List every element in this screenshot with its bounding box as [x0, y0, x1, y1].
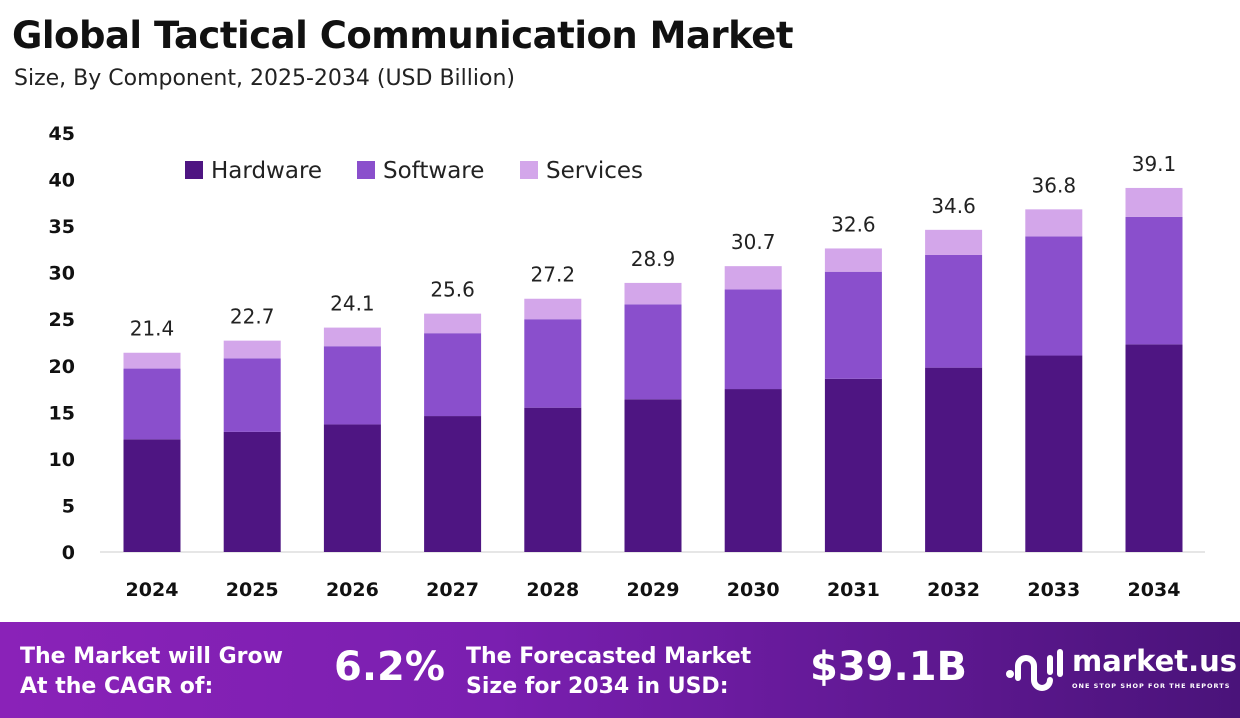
y-tick-label: 45: [49, 123, 75, 145]
x-tick-label: 2024: [126, 579, 179, 601]
x-tick-label: 2026: [326, 579, 379, 601]
logo-name: market.us: [1072, 644, 1238, 678]
bar-segment-hardware: [1025, 355, 1083, 552]
logo-tagline: ONE STOP SHOP FOR THE REPORTS: [1072, 682, 1231, 690]
x-tick-label: 2030: [727, 579, 780, 601]
total-label: 39.1: [1132, 152, 1177, 176]
total-label: 21.4: [130, 317, 175, 341]
y-tick-label: 25: [49, 309, 75, 331]
bar-segment-services: [223, 340, 281, 359]
total-label: 36.8: [1032, 173, 1077, 197]
bar-segment-software: [724, 289, 782, 390]
legend-swatch-software: [357, 161, 375, 179]
y-tick-label: 15: [49, 402, 75, 424]
bar-segment-hardware: [223, 431, 281, 552]
bar-segment-services: [123, 352, 181, 369]
bar-segment-hardware: [824, 378, 882, 552]
bar-segment-hardware: [624, 399, 682, 552]
total-label: 22.7: [230, 305, 275, 329]
bar-segment-hardware: [123, 439, 181, 552]
legend-label: Hardware: [211, 158, 322, 184]
y-tick-label: 30: [49, 263, 75, 285]
x-tick-label: 2027: [426, 579, 479, 601]
stacked-bar-chart: 05101520253035404521.4202422.7202524.120…: [49, 123, 1205, 601]
bar-segment-services: [724, 266, 782, 290]
bar-segment-services: [824, 248, 882, 272]
bar-segment-hardware: [424, 416, 482, 552]
bar-segment-software: [323, 346, 381, 425]
bar-segment-hardware: [724, 389, 782, 552]
bar-segment-services: [925, 229, 983, 255]
y-tick-label: 20: [49, 356, 75, 378]
forecast-label-line1: The Forecasted Market: [466, 644, 752, 669]
x-tick-label: 2025: [226, 579, 279, 601]
bar-segment-services: [1125, 187, 1183, 217]
bar-segment-software: [524, 319, 582, 408]
logo-icon: [1006, 649, 1063, 691]
y-tick-label: 40: [49, 170, 75, 192]
bar-segment-hardware: [323, 424, 381, 552]
bar-segment-hardware: [925, 367, 983, 552]
bar-segment-software: [824, 271, 882, 379]
bar-segment-software: [925, 254, 983, 368]
cagr-label-line1: The Market will Grow: [20, 644, 283, 669]
legend-label: Services: [546, 158, 643, 184]
bar-segment-software: [424, 333, 482, 417]
x-tick-label: 2034: [1128, 579, 1181, 601]
y-tick-label: 35: [49, 216, 75, 238]
forecast-label: The Forecasted Market Size for 2034 in U…: [466, 642, 751, 702]
y-tick-label: 5: [62, 495, 75, 517]
total-label: 34.6: [931, 194, 976, 218]
bar-segment-services: [524, 298, 582, 320]
bar-segment-services: [624, 282, 682, 305]
cagr-value: 6.2%: [334, 644, 445, 690]
bar-segment-software: [223, 358, 281, 432]
x-tick-label: 2033: [1027, 579, 1080, 601]
total-label: 25.6: [430, 278, 475, 302]
forecast-value: $39.1B: [810, 644, 968, 690]
bar-segment-services: [323, 327, 381, 347]
chart-title: Global Tactical Communication Market: [12, 14, 794, 57]
y-tick-label: 0: [62, 542, 75, 564]
x-tick-label: 2032: [927, 579, 980, 601]
x-tick-label: 2029: [627, 579, 680, 601]
bar-segment-hardware: [1125, 344, 1183, 552]
legend-swatch-services: [520, 161, 538, 179]
bar-segment-software: [1125, 216, 1183, 345]
bar-segment-services: [1025, 209, 1083, 237]
bar-segment-software: [1025, 236, 1083, 356]
total-label: 27.2: [531, 263, 576, 287]
chart-subtitle: Size, By Component, 2025-2034 (USD Billi…: [14, 66, 515, 91]
forecast-label-line2: Size for 2034 in USD:: [466, 674, 729, 699]
cagr-label-line2: At the CAGR of:: [20, 674, 214, 699]
x-tick-label: 2028: [526, 579, 579, 601]
x-tick-label: 2031: [827, 579, 880, 601]
total-label: 24.1: [330, 292, 375, 316]
y-tick-label: 10: [49, 449, 75, 471]
total-label: 28.9: [631, 247, 676, 271]
footer-banner: The Market will Grow At the CAGR of: 6.2…: [0, 622, 1240, 718]
bar-segment-software: [123, 368, 181, 440]
cagr-label: The Market will Grow At the CAGR of:: [20, 642, 283, 702]
legend-swatch-hardware: [185, 161, 203, 179]
bar-segment-hardware: [524, 407, 582, 552]
total-label: 32.6: [831, 212, 876, 236]
bar-segment-services: [424, 313, 482, 334]
legend-label: Software: [383, 158, 484, 184]
total-label: 30.7: [731, 230, 776, 254]
bar-segment-software: [624, 304, 682, 400]
